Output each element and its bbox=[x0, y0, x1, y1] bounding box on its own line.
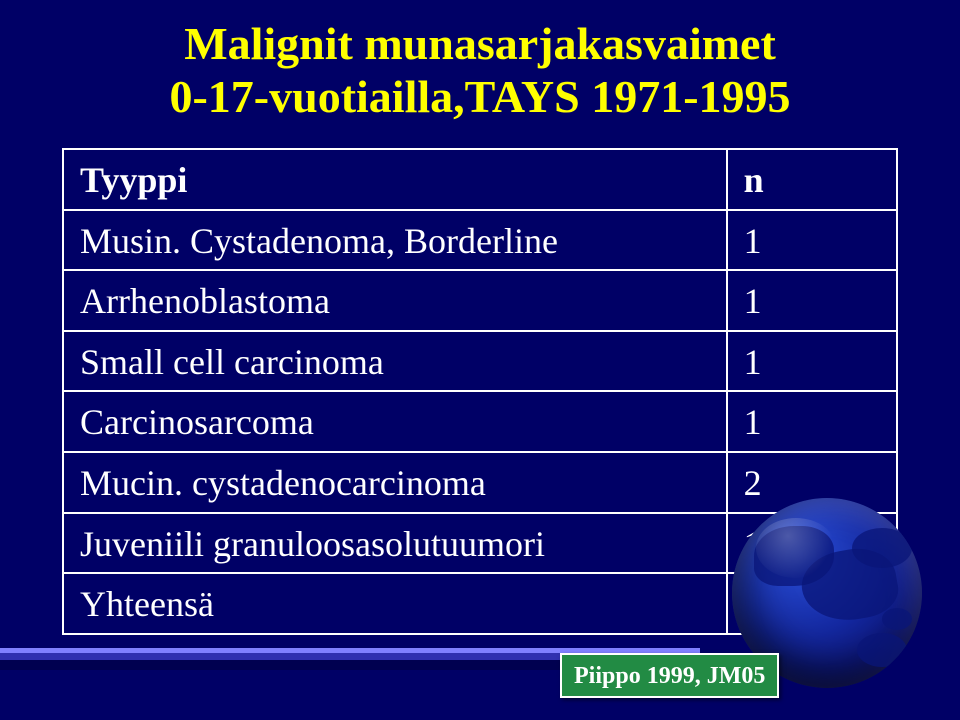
cell-type: Musin. Cystadenoma, Borderline bbox=[63, 210, 727, 271]
table-row: Musin. Cystadenoma, Borderline 1 bbox=[63, 210, 897, 271]
table-header-row: Tyyppi n bbox=[63, 149, 897, 210]
table-row: Carcinosarcoma 1 bbox=[63, 391, 897, 452]
table-row: Mucin. cystadenocarcinoma 2 bbox=[63, 452, 897, 513]
cell-type: Yhteensä bbox=[63, 573, 727, 634]
table-row: Arrhenoblastoma 1 bbox=[63, 270, 897, 331]
table-row: Small cell carcinoma 1 bbox=[63, 331, 897, 392]
globe-land bbox=[857, 633, 907, 667]
globe-highlight bbox=[756, 518, 836, 578]
slide: Malignit munasarjakasvaimet 0-17-vuotiai… bbox=[0, 0, 960, 720]
citation-tag: Piippo 1999, JM05 bbox=[560, 653, 779, 698]
cell-n: 1 bbox=[727, 270, 897, 331]
cell-type: Mucin. cystadenocarcinoma bbox=[63, 452, 727, 513]
cell-n: 1 bbox=[727, 331, 897, 392]
title-line1: Malignit munasarjakasvaimet bbox=[184, 18, 776, 69]
col-header-type: Tyyppi bbox=[63, 149, 727, 210]
globe-land bbox=[882, 608, 912, 630]
col-header-n: n bbox=[727, 149, 897, 210]
slide-title: Malignit munasarjakasvaimet 0-17-vuotiai… bbox=[60, 18, 900, 124]
cell-type: Carcinosarcoma bbox=[63, 391, 727, 452]
cell-type: Arrhenoblastoma bbox=[63, 270, 727, 331]
cell-type: Juveniili granuloosasolutuumori bbox=[63, 513, 727, 574]
cell-type: Small cell carcinoma bbox=[63, 331, 727, 392]
cell-n: 1 bbox=[727, 391, 897, 452]
cell-n: 1 bbox=[727, 210, 897, 271]
title-line2: 0-17-vuotiailla,TAYS 1971-1995 bbox=[169, 71, 790, 122]
globe-land bbox=[852, 528, 912, 568]
